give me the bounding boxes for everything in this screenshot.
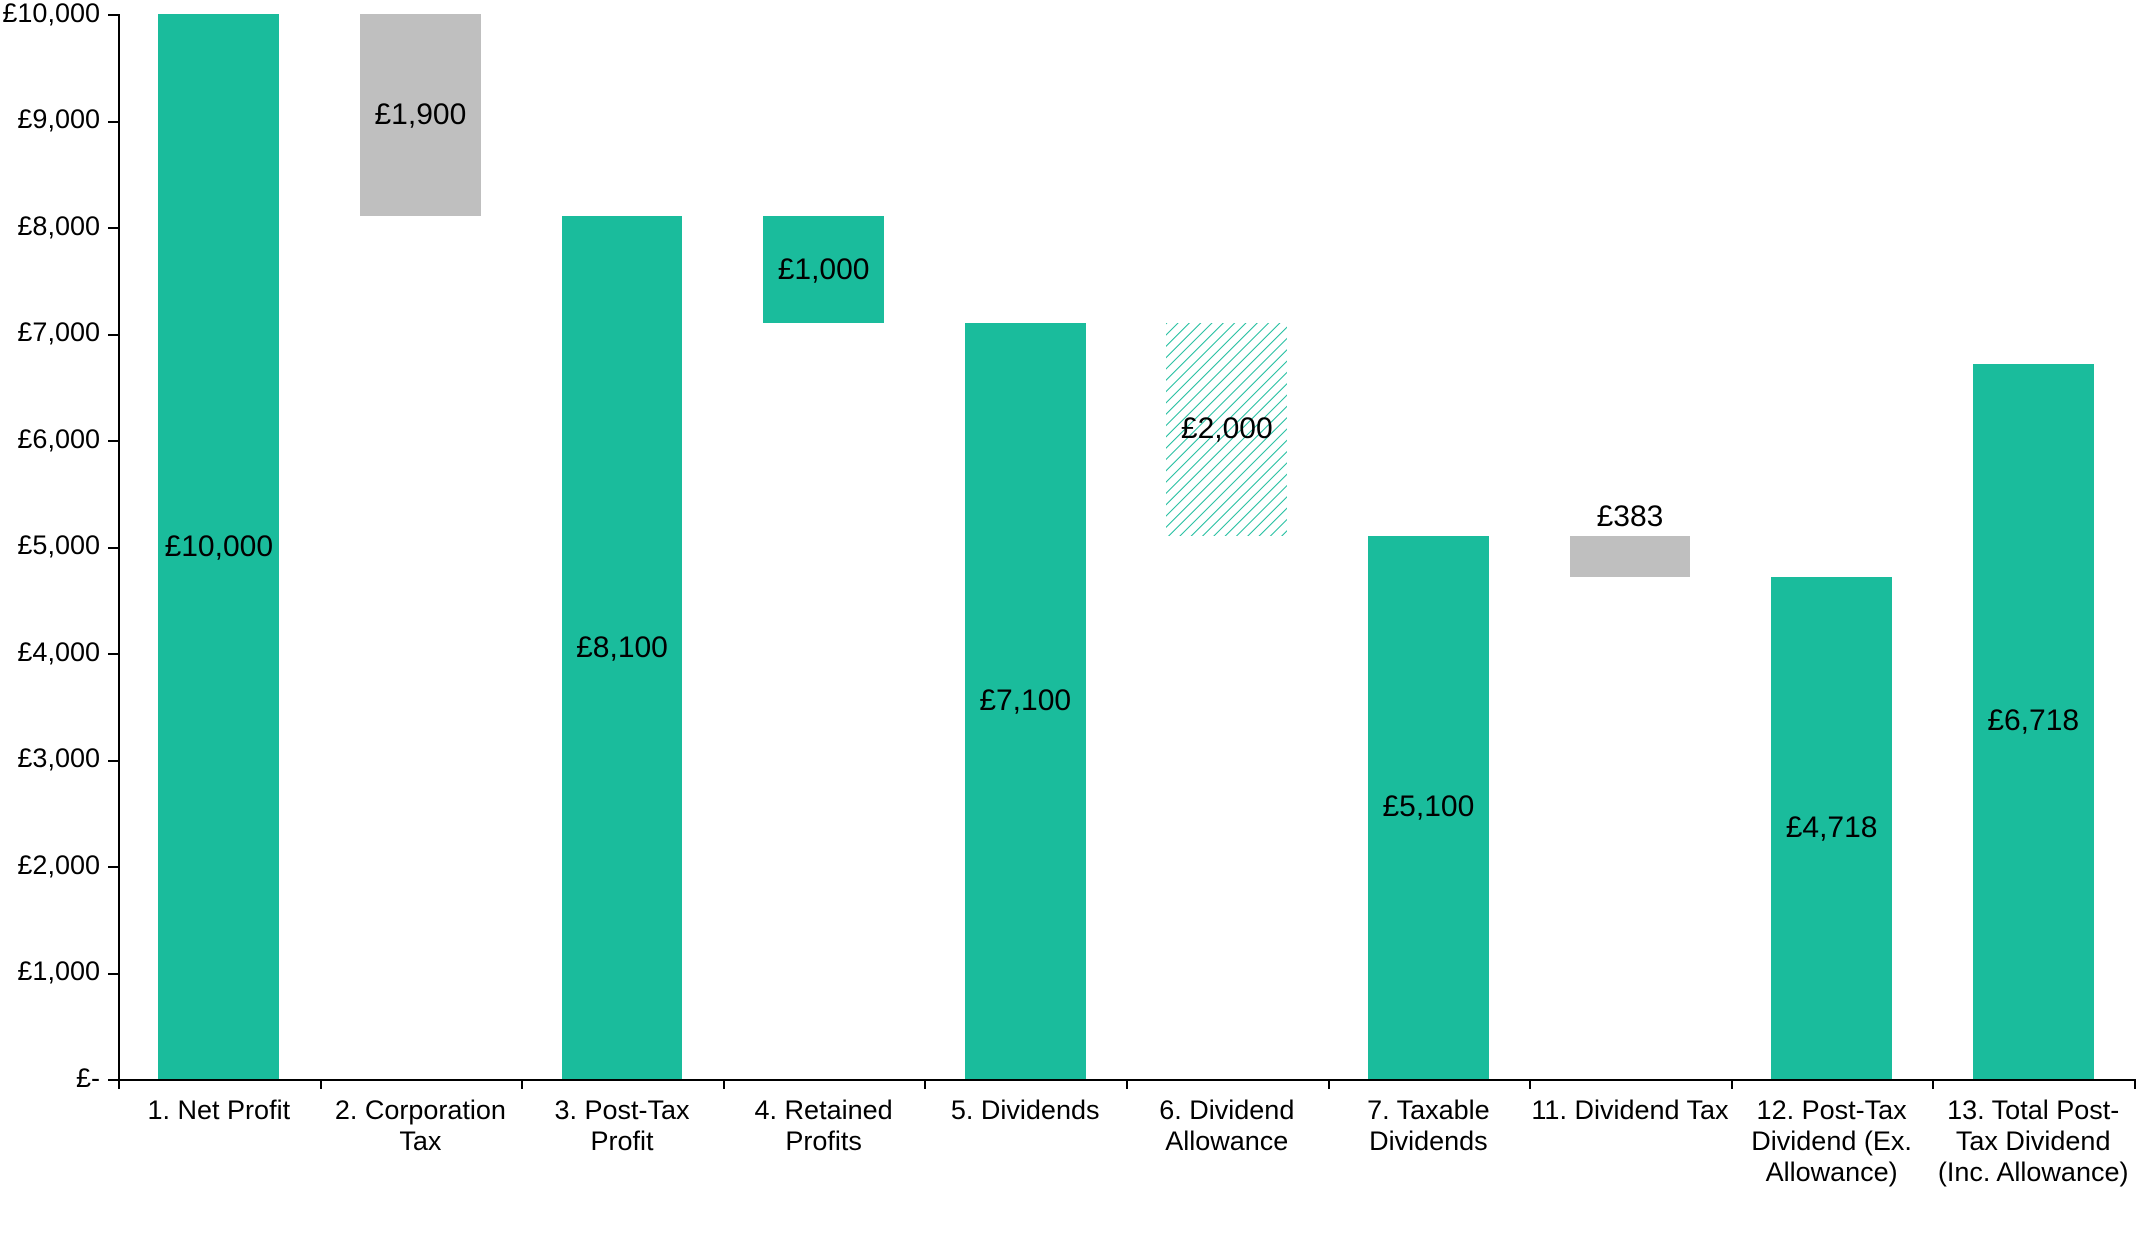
x-tick <box>1731 1079 1733 1089</box>
x-tick-label: 7. Taxable Dividends <box>1328 1095 1530 1157</box>
y-tick-label: £6,000 <box>0 424 100 455</box>
bar-value-label: £1,900 <box>360 98 481 132</box>
bar-value-label: £2,000 <box>1166 412 1287 446</box>
y-tick <box>108 334 118 336</box>
y-tick-label: £4,000 <box>0 637 100 668</box>
y-axis-line <box>118 14 120 1079</box>
bar-value-label: £7,100 <box>965 684 1086 718</box>
bar-value-label: £383 <box>1570 500 1691 534</box>
y-tick <box>108 14 118 16</box>
x-tick-label: 12. Post-Tax Dividend (Ex. Allowance) <box>1731 1095 1933 1188</box>
x-tick-label: 6. Dividend Allowance <box>1126 1095 1328 1157</box>
x-tick <box>118 1079 120 1089</box>
y-tick-label: £- <box>0 1063 100 1094</box>
bar-value-label: £6,718 <box>1973 704 2094 738</box>
y-tick <box>108 760 118 762</box>
y-tick <box>108 653 118 655</box>
y-tick-label: £9,000 <box>0 104 100 135</box>
x-tick-label: 4. Retained Profits <box>723 1095 925 1157</box>
bar-value-label: £5,100 <box>1368 790 1489 824</box>
x-tick <box>1529 1079 1531 1089</box>
x-tick <box>924 1079 926 1089</box>
x-tick-label: 1. Net Profit <box>118 1095 320 1126</box>
y-tick <box>108 547 118 549</box>
y-tick-label: £2,000 <box>0 850 100 881</box>
x-tick-label: 2. Corporation Tax <box>320 1095 522 1157</box>
y-tick-label: £7,000 <box>0 317 100 348</box>
bar-value-label: £1,000 <box>763 253 884 287</box>
x-tick <box>723 1079 725 1089</box>
x-tick-label: 5. Dividends <box>924 1095 1126 1126</box>
x-tick <box>521 1079 523 1089</box>
y-tick <box>108 440 118 442</box>
x-tick <box>2134 1079 2136 1089</box>
bar-value-label: £8,100 <box>562 631 683 665</box>
y-tick-label: £1,000 <box>0 956 100 987</box>
bar <box>1570 536 1691 577</box>
x-tick-label: 3. Post-Tax Profit <box>521 1095 723 1157</box>
y-tick <box>108 227 118 229</box>
x-tick <box>1328 1079 1330 1089</box>
x-tick <box>1932 1079 1934 1089</box>
x-tick-label: 11. Dividend Tax <box>1529 1095 1731 1126</box>
bar-value-label: £10,000 <box>158 530 279 564</box>
y-tick-label: £8,000 <box>0 211 100 242</box>
y-tick <box>108 1079 118 1081</box>
y-tick <box>108 121 118 123</box>
bar-value-label: £4,718 <box>1771 811 1892 845</box>
y-tick <box>108 866 118 868</box>
y-tick-label: £3,000 <box>0 743 100 774</box>
y-tick-label: £5,000 <box>0 530 100 561</box>
x-tick-label: 13. Total Post-Tax Dividend (Inc. Allowa… <box>1932 1095 2134 1188</box>
x-tick <box>320 1079 322 1089</box>
x-tick <box>1126 1079 1128 1089</box>
y-tick <box>108 973 118 975</box>
waterfall-chart: £- £1,000 £2,000 £3,000 £4,000 £5,000 £6,000 £7… <box>0 0 2154 1235</box>
y-tick-label: £10,000 <box>0 0 100 29</box>
